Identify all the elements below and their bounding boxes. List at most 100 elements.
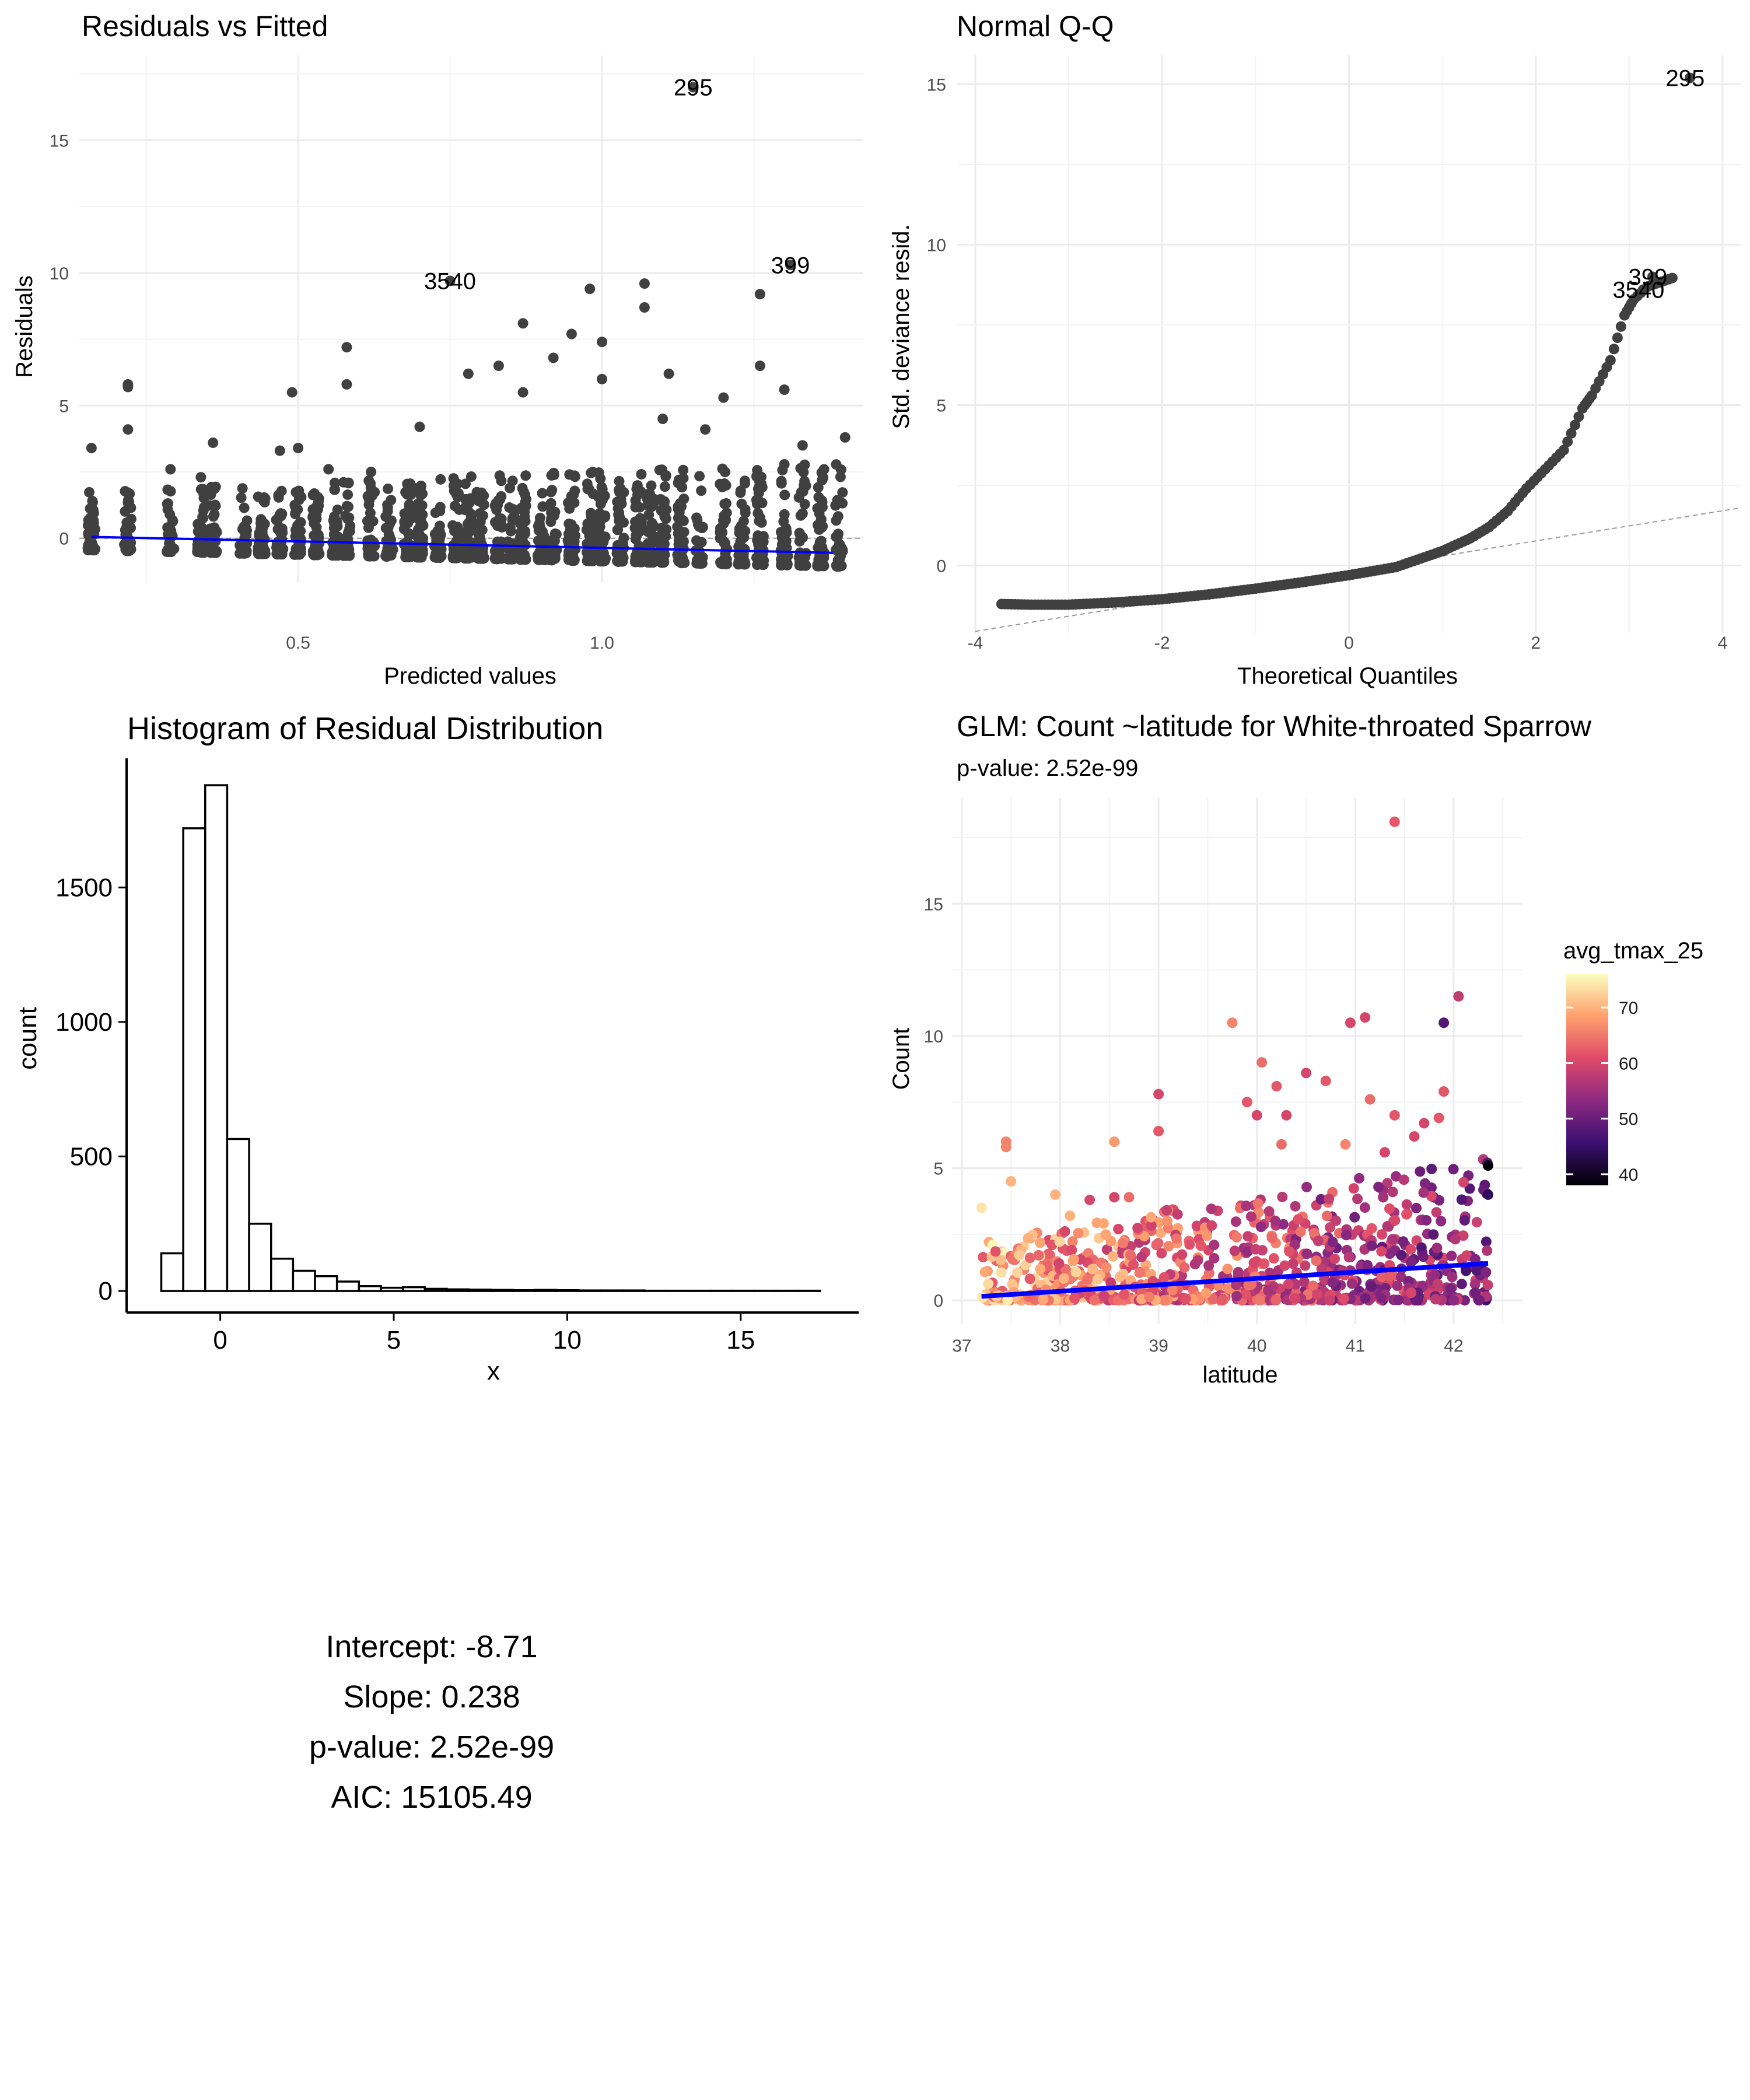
data-point <box>654 464 665 475</box>
data-point <box>817 474 828 485</box>
data-point <box>636 514 647 526</box>
data-point <box>1059 1226 1070 1237</box>
data-point <box>344 523 355 534</box>
data-point <box>286 387 298 398</box>
data-point <box>1448 1295 1460 1306</box>
data-point <box>520 540 531 551</box>
chart-title: Residuals vs Fitted <box>82 10 328 43</box>
data-point <box>654 531 665 542</box>
data-point <box>719 498 730 509</box>
data-point <box>612 524 624 535</box>
data-point <box>327 550 338 561</box>
data-point <box>1471 1217 1482 1228</box>
data-point <box>1180 1293 1191 1304</box>
x-tick-label: -2 <box>1154 634 1170 653</box>
x-tick-label: 15 <box>726 1326 755 1354</box>
data-point <box>598 548 609 559</box>
data-point <box>1189 1259 1200 1270</box>
data-point <box>1340 1139 1351 1150</box>
data-point <box>755 532 766 543</box>
point-label: 399 <box>1629 265 1668 290</box>
data-point <box>1231 1231 1242 1242</box>
y-tick-label: 5 <box>936 397 946 416</box>
data-point <box>210 501 221 512</box>
data-point <box>1421 1214 1432 1226</box>
data-point <box>365 551 376 562</box>
data-point <box>548 352 559 363</box>
data-point <box>814 524 825 535</box>
data-point <box>1405 1244 1416 1255</box>
data-point <box>1128 1259 1139 1270</box>
data-point <box>1298 1276 1310 1287</box>
x-axis-label: x <box>487 1357 500 1385</box>
smooth-line <box>91 536 833 554</box>
data-point <box>1458 1230 1469 1241</box>
data-point <box>1284 1246 1295 1257</box>
data-point <box>593 533 604 544</box>
data-point <box>1162 1216 1173 1227</box>
data-point <box>617 541 628 552</box>
data-point <box>566 328 577 340</box>
data-point <box>1684 72 1695 83</box>
y-tick-label: 5 <box>933 1160 943 1179</box>
data-point <box>209 509 220 520</box>
data-point <box>832 511 844 522</box>
data-point <box>736 498 747 509</box>
data-point <box>517 482 528 494</box>
data-point <box>342 489 354 501</box>
data-point <box>1329 1253 1340 1264</box>
data-point <box>1482 1189 1493 1200</box>
chart-title: Normal Q-Q <box>957 10 1114 43</box>
x-tick-label: 37 <box>952 1336 971 1356</box>
x-tick-label: 41 <box>1346 1336 1365 1356</box>
data-point <box>1311 1255 1322 1266</box>
y-tick-label: 5 <box>59 397 69 416</box>
data-point <box>1035 1264 1046 1275</box>
data-point <box>1433 1112 1444 1124</box>
data-point <box>294 518 305 529</box>
data-point <box>976 1202 987 1213</box>
data-point <box>1482 1160 1493 1171</box>
data-point <box>1569 419 1580 430</box>
data-point <box>597 373 607 384</box>
data-point <box>659 481 670 492</box>
data-point <box>1024 1273 1035 1284</box>
data-point <box>1295 1226 1306 1237</box>
y-tick-label: 10 <box>924 1027 943 1046</box>
data-point <box>449 501 460 512</box>
data-point <box>1158 1295 1170 1306</box>
data-point <box>1050 1189 1061 1200</box>
data-point <box>255 517 266 528</box>
data-point <box>1254 1294 1265 1306</box>
data-point <box>123 537 134 548</box>
data-point <box>1387 1186 1398 1198</box>
data-point <box>382 543 393 554</box>
legend-colorbar <box>1566 974 1608 1185</box>
histogram-bar <box>314 1275 338 1292</box>
x-tick-label: 0 <box>213 1326 227 1354</box>
data-point <box>715 523 726 534</box>
data-point <box>1327 1277 1338 1288</box>
y-axis-label: Std. deviance resid. <box>888 224 914 429</box>
data-point <box>341 501 352 512</box>
y-tick-label: 0 <box>933 1292 943 1311</box>
data-point <box>534 512 545 523</box>
data-point <box>277 527 288 538</box>
data-point <box>1637 284 1648 295</box>
data-point <box>1398 1236 1409 1247</box>
legend-title: avg_tmax_25 <box>1563 938 1703 964</box>
data-point <box>1069 1293 1080 1304</box>
data-point <box>466 471 477 482</box>
y-tick-label: 0 <box>99 1277 113 1306</box>
data-point <box>1089 1295 1100 1306</box>
data-point <box>1366 1240 1377 1251</box>
histogram-bar <box>226 1138 250 1292</box>
data-point <box>797 440 808 451</box>
x-tick-label: 4 <box>1718 634 1728 653</box>
data-point <box>1438 1086 1450 1097</box>
data-point <box>813 555 824 566</box>
data-point <box>693 519 704 530</box>
data-point <box>631 550 642 561</box>
data-point <box>565 545 576 556</box>
legend-tick-label: 60 <box>1619 1054 1638 1073</box>
